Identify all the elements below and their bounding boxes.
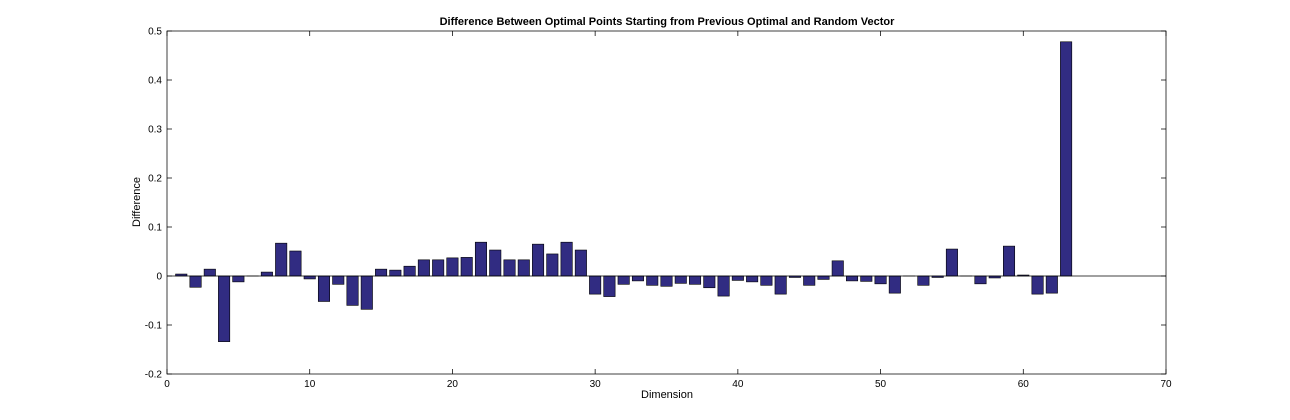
y-axis-label: Difference [131, 177, 143, 227]
y-tick-label: 0 [156, 272, 162, 283]
x-tick-label: 60 [1018, 379, 1030, 390]
bar [774, 275, 787, 295]
x-axis-label: Dimension [641, 389, 693, 401]
x-axis: 0 10 20 30 40 50 60 70 [164, 31, 1172, 390]
bar [1031, 275, 1044, 295]
bar [532, 243, 545, 277]
bar [375, 268, 388, 277]
bar [189, 275, 202, 288]
y-tick-label: -0.1 [145, 321, 163, 332]
bar [846, 275, 859, 282]
bar [731, 275, 744, 281]
bar [517, 259, 530, 277]
plot-area [166, 30, 1167, 375]
x-tick-label: 20 [447, 379, 459, 390]
bar [232, 275, 245, 283]
bar [417, 259, 430, 277]
bar [817, 275, 830, 280]
bar [646, 275, 659, 286]
bar [346, 275, 359, 306]
bar [260, 271, 273, 277]
bar [360, 275, 373, 310]
bar [831, 260, 844, 277]
bar [460, 257, 473, 277]
bar [574, 249, 587, 277]
bar [717, 275, 730, 297]
bar [674, 275, 687, 284]
bar [917, 275, 930, 286]
bar [432, 259, 445, 277]
bar [888, 275, 901, 294]
y-tick-label: 0.4 [148, 76, 162, 87]
bar [560, 241, 573, 277]
bar [703, 275, 716, 289]
bar [489, 249, 502, 277]
bar [874, 275, 887, 285]
bar [1060, 41, 1073, 277]
bar [603, 275, 616, 297]
bar [203, 268, 216, 277]
x-tick-label: 70 [1160, 379, 1172, 390]
bar [689, 275, 702, 285]
y-tick-label: 0.1 [148, 223, 162, 234]
bar [589, 275, 602, 295]
x-tick-label: 40 [732, 379, 744, 390]
x-tick-label: 10 [304, 379, 316, 390]
bar [1003, 245, 1016, 277]
x-tick-label: 30 [590, 379, 602, 390]
bar [218, 275, 231, 342]
y-tick-label: 0.2 [148, 174, 162, 185]
bar [389, 269, 402, 277]
bar [974, 275, 987, 285]
chart-title: Difference Between Optimal Points Starti… [440, 16, 895, 28]
bar [945, 248, 958, 277]
bar [303, 275, 316, 280]
bar [289, 250, 302, 277]
bar [746, 275, 759, 283]
bar [760, 275, 773, 286]
x-tick-label: 50 [875, 379, 887, 390]
bar [631, 275, 644, 282]
bar [474, 241, 487, 277]
bar [446, 257, 459, 277]
bar [1045, 275, 1058, 294]
bar [803, 275, 816, 286]
bar [275, 242, 288, 277]
bar [660, 275, 673, 287]
y-axis: -0.2 -0.1 0 0.1 0.2 0.3 0.4 0.5 [145, 27, 1166, 381]
y-tick-label: 0.5 [148, 27, 162, 38]
y-tick-label: -0.2 [145, 370, 163, 381]
bar [503, 259, 516, 277]
bar [332, 275, 345, 285]
x-tick-label: 0 [164, 379, 170, 390]
bar [860, 275, 873, 282]
bar [617, 275, 630, 285]
bar [546, 253, 559, 277]
bar [317, 275, 330, 302]
y-tick-label: 0.3 [148, 125, 162, 136]
bar [403, 265, 416, 277]
